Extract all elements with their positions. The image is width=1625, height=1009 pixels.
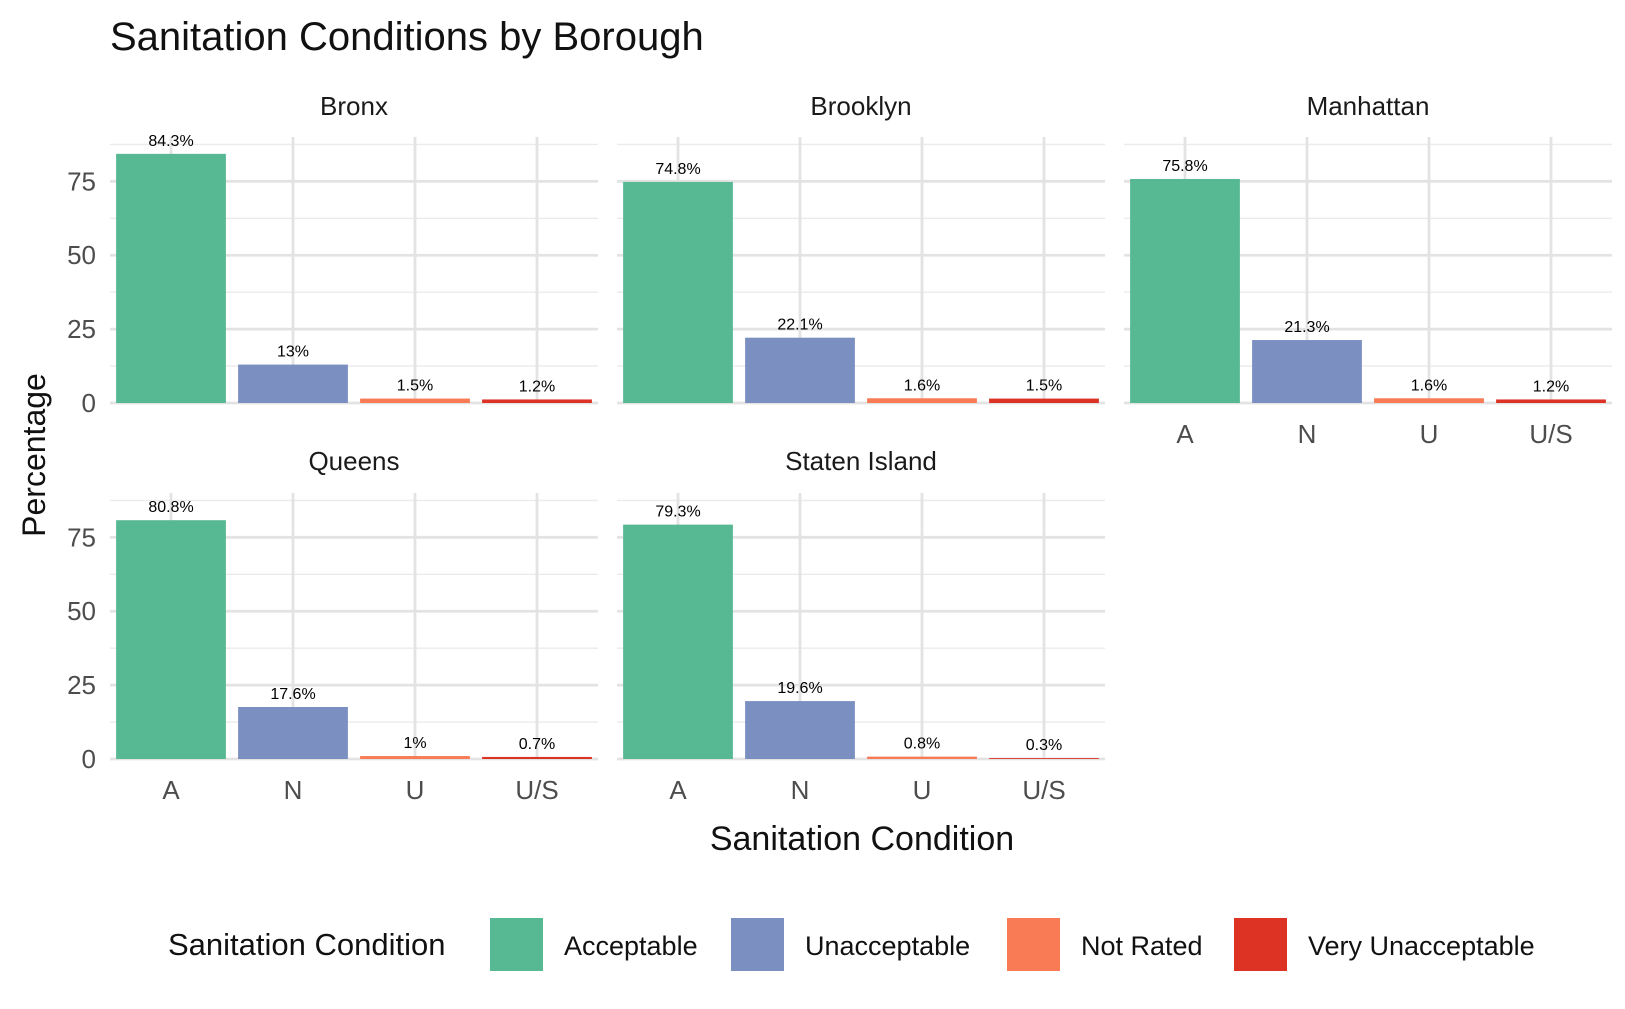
legend-item-unacceptable: Unacceptable (731, 918, 970, 971)
panel-manhattan: Manhattan 75.8% 21.3% 1.6% 1.2% A N U U/S (1124, 91, 1612, 449)
panel-title: Bronx (320, 91, 388, 121)
y-tick-label: 50 (67, 240, 96, 270)
chart-title: Sanitation Conditions by Borough (110, 15, 704, 59)
bar-manhattan-u (1374, 398, 1484, 403)
data-label: 1.2% (519, 378, 555, 395)
data-label: 75.8% (1162, 158, 1207, 175)
x-tick-label: U/S (1022, 775, 1065, 805)
legend-label: Unacceptable (805, 931, 970, 961)
panel-brooklyn: Brooklyn 74.8% 22.1% 1.6% 1.5% (617, 91, 1105, 405)
x-tick-label: U (913, 775, 932, 805)
bar-manhattan-u-s (1496, 399, 1606, 403)
bar-staten-island-n (745, 701, 855, 759)
data-label: 1.6% (1411, 377, 1447, 394)
data-label: 80.8% (148, 499, 193, 516)
data-label: 84.3% (148, 133, 193, 150)
legend-item-very-unacceptable: Very Unacceptable (1234, 918, 1535, 971)
y-tick-label: 75 (67, 522, 96, 552)
panel-bronx: Bronx 0 25 50 75 84.3% 13% 1.5% 1.2% (67, 91, 598, 418)
bar-brooklyn-n (745, 337, 855, 403)
legend-item-not-rated: Not Rated (1007, 918, 1203, 971)
bar-bronx-u-s (482, 399, 592, 403)
bar-bronx-n (238, 364, 348, 403)
bar-bronx-u (360, 398, 470, 403)
data-label: 19.6% (777, 680, 822, 697)
x-tick-label: U/S (1529, 419, 1572, 449)
x-axis-title: Sanitation Condition (710, 820, 1014, 858)
legend-key (1234, 918, 1287, 971)
x-tick-label: U (406, 775, 425, 805)
data-label: 17.6% (270, 686, 315, 703)
x-tick-label: N (284, 775, 303, 805)
bar-queens-u-s (482, 756, 592, 759)
legend-key (490, 918, 543, 971)
x-tick-label: N (791, 775, 810, 805)
panel-title: Staten Island (785, 446, 937, 476)
legend-item-acceptable: Acceptable (490, 918, 698, 971)
bar-brooklyn-a (623, 181, 733, 403)
data-label: 0.8% (904, 736, 940, 753)
x-tick-label: A (669, 775, 687, 805)
bar-manhattan-a (1130, 178, 1240, 403)
panel-title: Manhattan (1307, 91, 1430, 121)
bar-staten-island-u (867, 756, 977, 759)
x-tick-label: U/S (515, 775, 558, 805)
y-axis-title: Percentage (16, 373, 52, 537)
y-tick-label: 25 (67, 670, 96, 700)
y-tick-label: 75 (67, 166, 96, 196)
data-label: 22.1% (777, 317, 822, 334)
x-tick-label: N (1298, 419, 1317, 449)
legend-label: Not Rated (1081, 931, 1203, 961)
facet-panels: Bronx 0 25 50 75 84.3% 13% 1.5% 1.2% Brooklyn 74.8… (67, 91, 1612, 805)
data-label: 1% (403, 735, 426, 752)
legend: Sanitation Condition Acceptable Unaccepta… (168, 918, 1535, 971)
data-label: 1.5% (1026, 378, 1062, 395)
legend-key (731, 918, 784, 971)
bar-brooklyn-u (867, 398, 977, 403)
legend-items: Acceptable Unacceptable Not Rated Very Unac… (490, 918, 1535, 971)
y-tick-label: 25 (67, 314, 96, 344)
panel-title: Brooklyn (810, 91, 911, 121)
y-tick-label: 50 (67, 596, 96, 626)
bar-brooklyn-u-s (989, 398, 1099, 403)
data-label: 0.7% (519, 736, 555, 753)
bar-bronx-a (116, 153, 226, 403)
data-label: 13% (277, 344, 309, 361)
bar-manhattan-n (1252, 340, 1362, 403)
panel-title: Queens (308, 446, 399, 476)
y-tick-label: 0 (82, 744, 96, 774)
data-label: 74.8% (655, 161, 700, 178)
data-label: 1.2% (1533, 378, 1569, 395)
legend-key (1007, 918, 1060, 971)
panel-staten-island: Staten Island 79.3% 19.6% 0.8% 0.3% A N U U/S (617, 446, 1105, 805)
bar-staten-island-u-s (989, 758, 1099, 759)
panel-queens: Queens 0 25 50 75 80.8% 17.6% 1% 0.7% A N U U/S (67, 446, 598, 805)
bar-staten-island-a (623, 524, 733, 759)
x-tick-label: A (1176, 419, 1194, 449)
legend-title: Sanitation Condition (168, 927, 445, 962)
legend-label: Acceptable (564, 931, 698, 961)
bar-queens-a (116, 520, 226, 759)
x-tick-label: U (1420, 419, 1439, 449)
y-tick-label: 0 (82, 388, 96, 418)
data-label: 21.3% (1284, 319, 1329, 336)
legend-label: Very Unacceptable (1308, 931, 1535, 961)
x-tick-label: A (162, 775, 180, 805)
bar-queens-u (360, 756, 470, 759)
data-label: 1.6% (904, 377, 940, 394)
bar-queens-n (238, 706, 348, 759)
data-label: 1.5% (397, 378, 433, 395)
data-label: 0.3% (1026, 737, 1062, 754)
data-label: 79.3% (655, 504, 700, 521)
